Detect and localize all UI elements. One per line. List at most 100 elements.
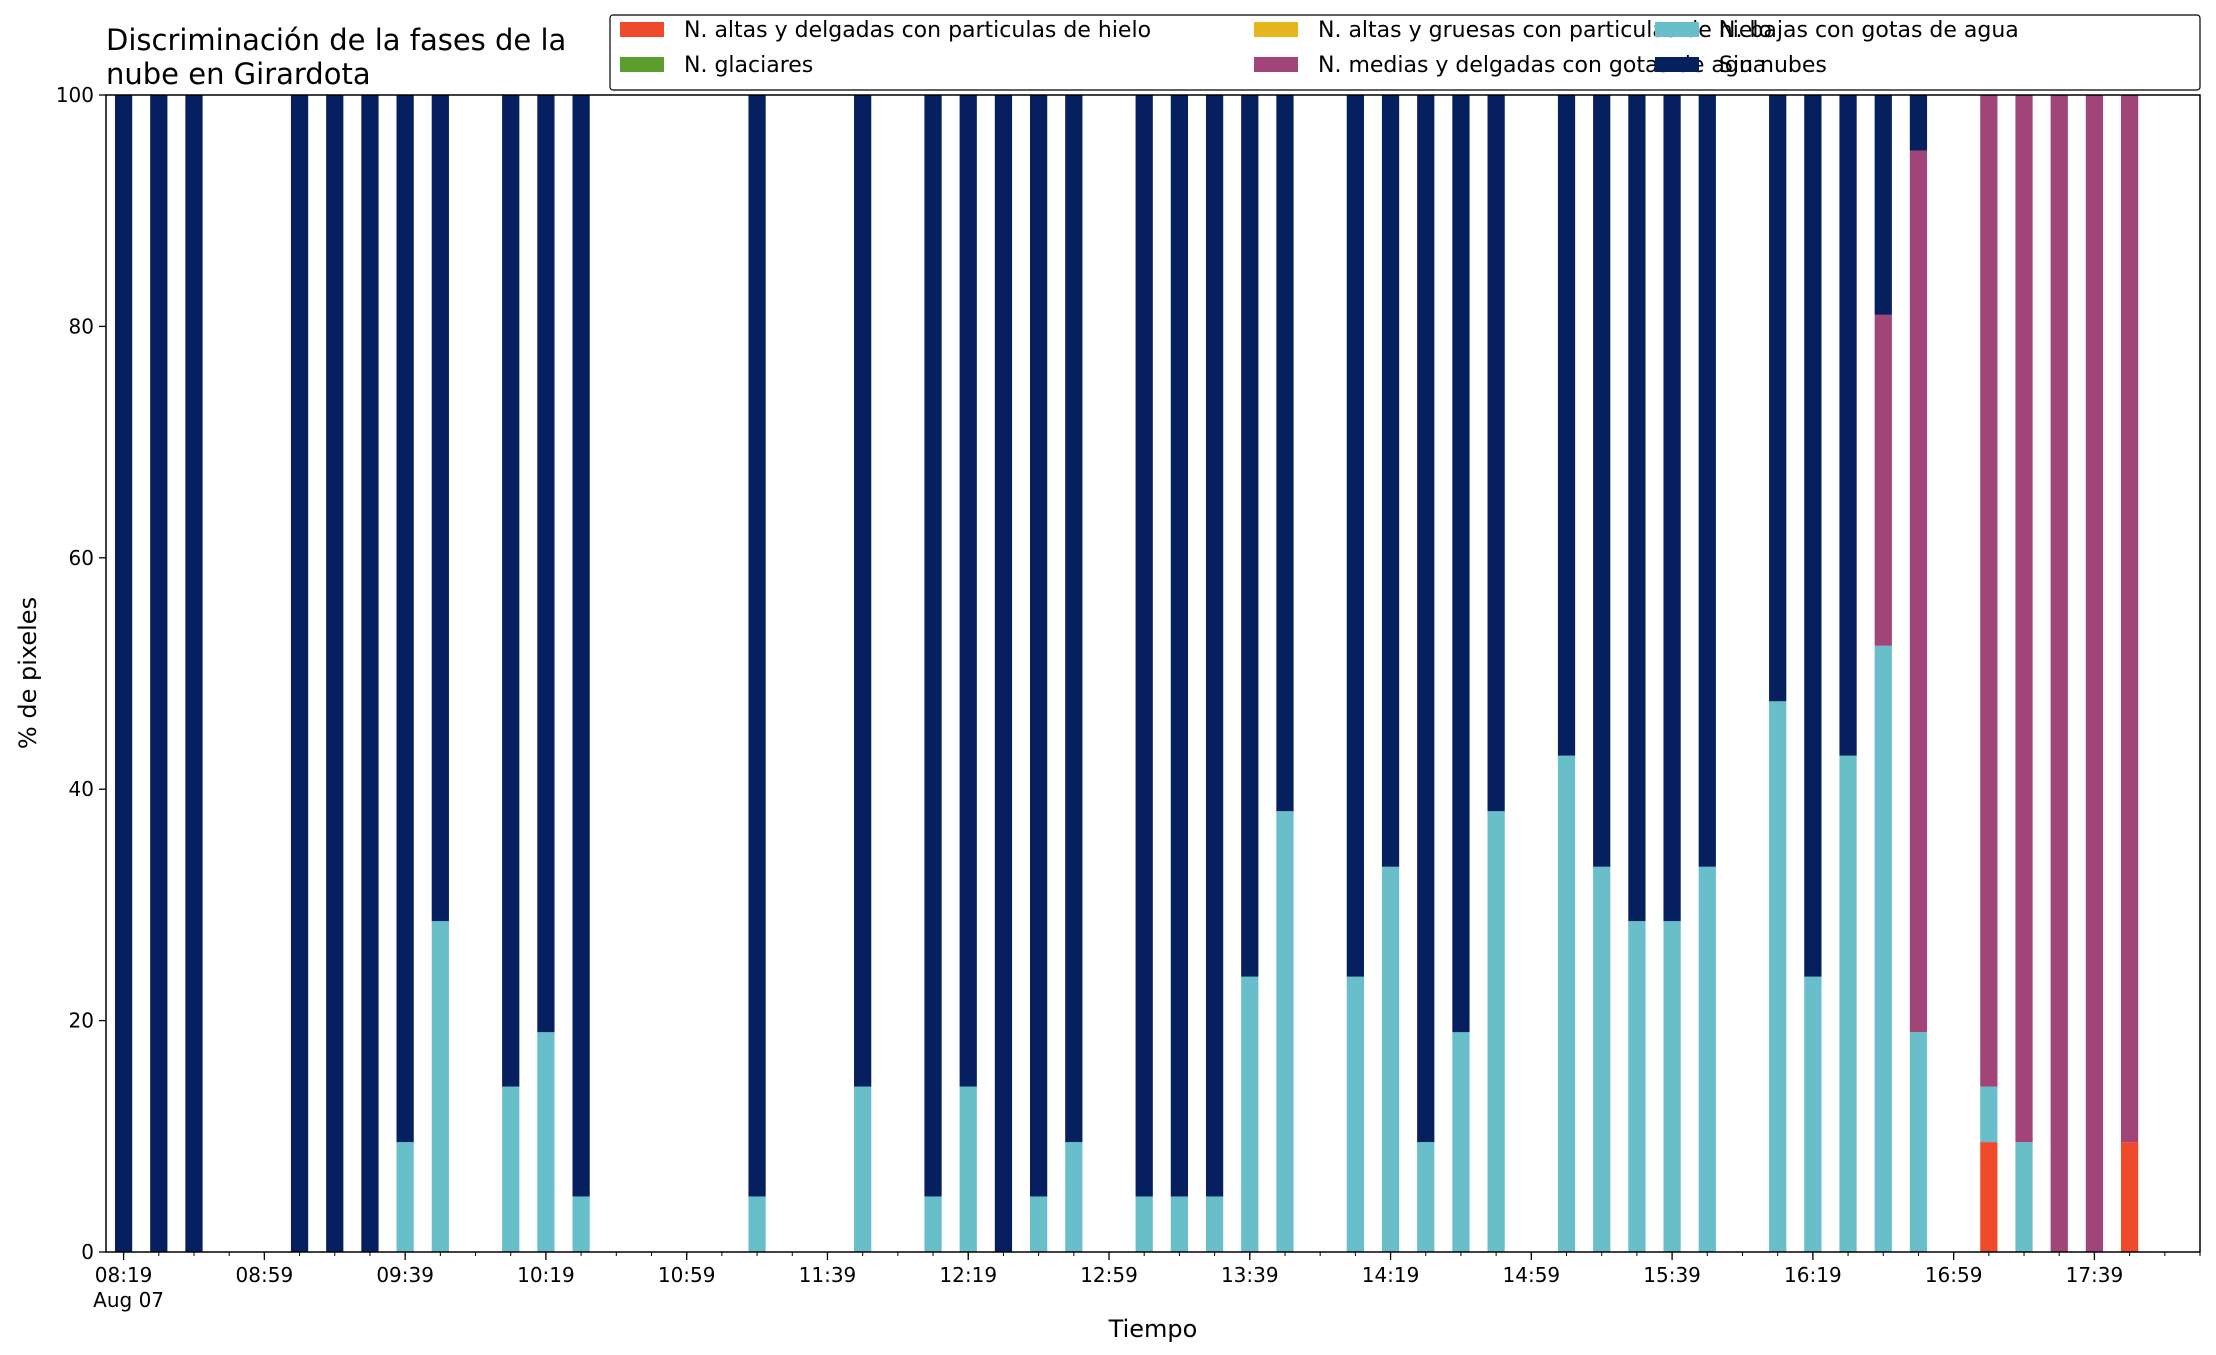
x-tick-label: 16:59 bbox=[1925, 1263, 1983, 1287]
y-axis: 0 20 40 60 80 100 bbox=[56, 83, 106, 1264]
plot-area-frame bbox=[105, 94, 2201, 1253]
bar-segment-s5-t31 bbox=[1663, 95, 1681, 922]
bar-segment-s5-t32 bbox=[1698, 95, 1716, 867]
x-tick-label: 16:19 bbox=[1784, 1263, 1842, 1287]
bar-segment-s5-t25 bbox=[1417, 95, 1435, 1143]
bar-segment-s2-t36 bbox=[1874, 645, 1892, 1252]
x-tick-label: 14:19 bbox=[1362, 1263, 1420, 1287]
bar-segment-s2-t16 bbox=[1030, 1196, 1048, 1252]
bar-segment-s2-t28 bbox=[1557, 755, 1576, 1252]
bar-segment-s4-t38 bbox=[1980, 95, 1998, 1087]
y-tick-label: 80 bbox=[69, 314, 94, 338]
bar-segment-s2-t6 bbox=[396, 1142, 414, 1252]
bar-segment-s4-t36 bbox=[1874, 314, 1892, 646]
bar-segment-s5-t13 bbox=[924, 95, 942, 1197]
bar-segment-s5-t6 bbox=[396, 95, 414, 1143]
legend-label: Sin nubes bbox=[1719, 53, 1827, 78]
bar-segment-s4-t41 bbox=[2085, 95, 2104, 1252]
bar-segment-s0-t38 bbox=[1980, 1142, 1998, 1252]
bar-segment-s5-t36 bbox=[1874, 95, 1892, 315]
bar-segment-s5-t18 bbox=[1135, 95, 1153, 1197]
bar-segment-s5-t3 bbox=[290, 95, 309, 1252]
x-tick-label: 12:59 bbox=[1080, 1263, 1138, 1287]
legend-swatch bbox=[620, 57, 664, 72]
bar-segment-s5-t20 bbox=[1205, 95, 1224, 1197]
bar-segment-s5-t11 bbox=[748, 95, 766, 1197]
y-tick-label: 20 bbox=[69, 1009, 94, 1033]
legend-swatch bbox=[1254, 57, 1298, 72]
bar-segment-s2-t9 bbox=[537, 1032, 555, 1252]
legend-label: N. medias y delgadas con gotas de agua bbox=[1318, 53, 1766, 78]
y-tick-label: 100 bbox=[56, 83, 94, 107]
x-tick-label: 10:19 bbox=[517, 1263, 575, 1287]
bar-segment-s5-t4 bbox=[326, 95, 344, 1252]
legend-swatch bbox=[620, 22, 664, 37]
bar-segment-s5-t10 bbox=[572, 95, 590, 1197]
bar-segment-s5-t30 bbox=[1628, 95, 1646, 922]
bar-segment-s2-t20 bbox=[1205, 1196, 1224, 1252]
bar-segment-s2-t18 bbox=[1135, 1196, 1153, 1252]
bar-segment-s5-t24 bbox=[1381, 95, 1400, 867]
bar-segment-s2-t37 bbox=[1909, 1032, 1928, 1252]
x-axis-label: Tiempo bbox=[1108, 1315, 1198, 1343]
bar-segment-s2-t11 bbox=[748, 1196, 766, 1252]
bar-segment-s2-t19 bbox=[1170, 1196, 1189, 1252]
bar-segment-s2-t25 bbox=[1417, 1142, 1435, 1252]
bar-segment-s5-t0 bbox=[114, 95, 133, 1252]
bar-segment-s5-t7 bbox=[431, 95, 449, 922]
chart-title-line-1: Discriminación de la fases de la bbox=[106, 23, 566, 57]
bar-segment-s2-t32 bbox=[1698, 866, 1716, 1252]
bar-segment-s5-t19 bbox=[1170, 95, 1189, 1197]
legend-label: N. bajas con gotas de agua bbox=[1719, 18, 2019, 43]
bar-segment-s5-t28 bbox=[1557, 95, 1576, 756]
chart-legend: N. altas y delgadas con particulas de hi… bbox=[609, 14, 2201, 91]
bar-segment-s2-t21 bbox=[1241, 976, 1259, 1252]
bar-segment-s5-t8 bbox=[502, 95, 520, 1087]
bar-segment-s4-t37 bbox=[1909, 150, 1928, 1033]
bar-segment-s5-t23 bbox=[1346, 95, 1364, 977]
legend-label: N. altas y gruesas con particulas de hie… bbox=[1318, 18, 1772, 43]
bar-segment-s2-t17 bbox=[1065, 1142, 1083, 1252]
bar-segment-s2-t27 bbox=[1487, 811, 1505, 1252]
bar-segment-s5-t34 bbox=[1804, 95, 1822, 977]
x-tick-label: 10:59 bbox=[658, 1263, 716, 1287]
bar-segment-s5-t17 bbox=[1065, 95, 1083, 1143]
bars-layer bbox=[114, 95, 2139, 1252]
bar-segment-s2-t29 bbox=[1593, 866, 1611, 1252]
bar-segment-s5-t1 bbox=[150, 95, 168, 1252]
bar-segment-s2-t30 bbox=[1628, 921, 1646, 1252]
legend-swatch bbox=[1655, 22, 1699, 37]
bar-segment-s2-t22 bbox=[1276, 811, 1294, 1252]
x-tick-label: 08:59 bbox=[236, 1263, 294, 1287]
y-tick-label: 0 bbox=[81, 1240, 94, 1264]
y-tick-label: 40 bbox=[69, 777, 94, 801]
legend-swatch bbox=[1254, 22, 1298, 37]
bar-segment-s5-t33 bbox=[1769, 95, 1787, 702]
bar-segment-s2-t14 bbox=[959, 1086, 977, 1252]
bar-segment-s5-t26 bbox=[1452, 95, 1470, 1033]
bar-segment-s2-t12 bbox=[854, 1086, 872, 1252]
bar-segment-s2-t13 bbox=[924, 1196, 942, 1252]
y-tick-label: 60 bbox=[69, 546, 94, 570]
legend-swatch bbox=[1655, 57, 1699, 72]
bar-segment-s5-t22 bbox=[1276, 95, 1294, 812]
bar-segment-s5-t12 bbox=[854, 95, 872, 1087]
bar-segment-s5-t5 bbox=[361, 95, 379, 1252]
bar-segment-s2-t33 bbox=[1769, 701, 1787, 1252]
bar-segment-s5-t37 bbox=[1909, 95, 1928, 151]
bar-segment-s5-t29 bbox=[1593, 95, 1611, 867]
bar-segment-s2-t35 bbox=[1839, 755, 1857, 1252]
bar-segment-s4-t42 bbox=[2120, 95, 2139, 1143]
bar-segment-s2-t26 bbox=[1452, 1032, 1470, 1252]
bar-segment-s4-t40 bbox=[2050, 95, 2068, 1252]
bar-segment-s5-t27 bbox=[1487, 95, 1505, 812]
bar-segment-s2-t24 bbox=[1381, 866, 1400, 1252]
bar-segment-s2-t38 bbox=[1980, 1086, 1998, 1143]
bar-segment-s5-t21 bbox=[1241, 95, 1259, 977]
x-tick-label: 08:19 bbox=[95, 1263, 153, 1287]
bar-segment-s5-t14 bbox=[959, 95, 977, 1087]
x-tick-label: 15:39 bbox=[1643, 1263, 1701, 1287]
bar-segment-s5-t9 bbox=[537, 95, 555, 1033]
